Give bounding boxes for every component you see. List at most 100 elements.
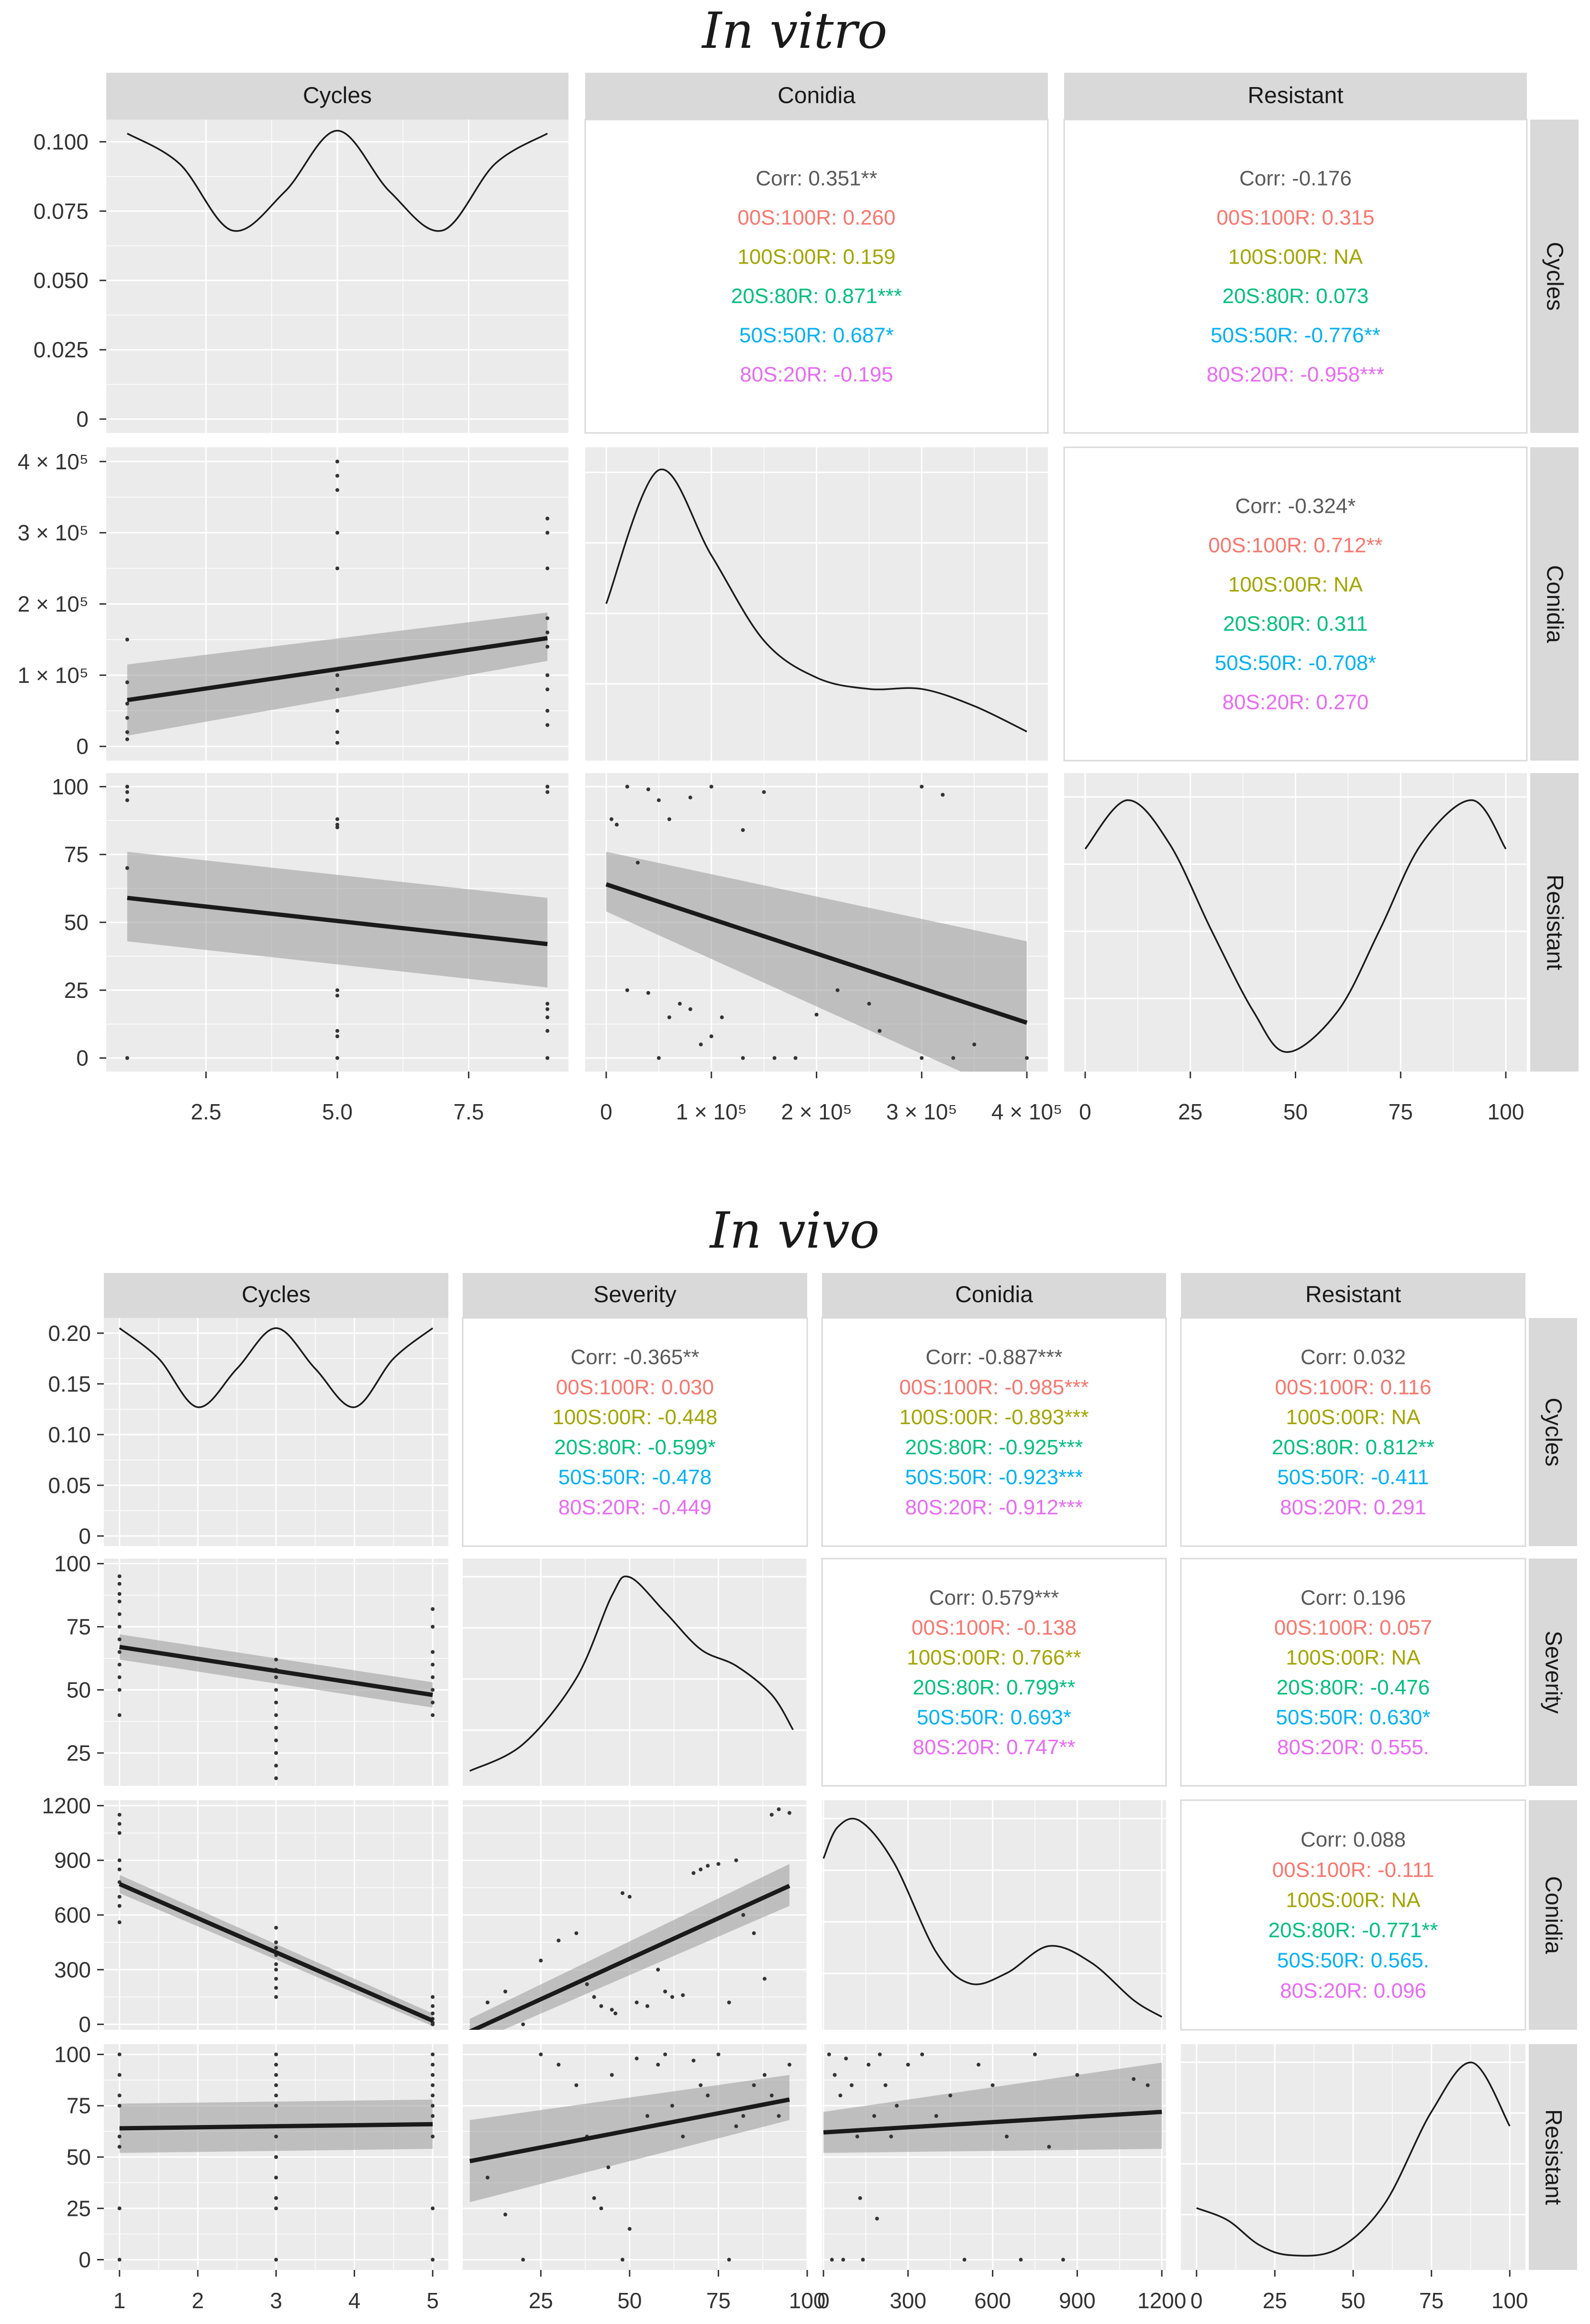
data-point <box>117 1858 122 1862</box>
data-point <box>545 566 550 571</box>
data-point <box>849 2083 854 2087</box>
panel-bg <box>463 1559 807 1786</box>
x-tick-label: 0 <box>1079 1099 1091 1124</box>
data-point <box>878 2052 882 2057</box>
data-point <box>125 701 129 706</box>
data-point <box>117 1903 122 1908</box>
y-tick-label: 25 <box>67 2196 91 2221</box>
data-point <box>274 2196 278 2200</box>
data-point <box>117 1920 122 1925</box>
strip-col-bg <box>1181 1273 1525 1318</box>
corr-overall: Corr: 0.032 <box>1301 1346 1406 1369</box>
data-point <box>485 2000 489 2004</box>
data-point <box>610 2008 614 2012</box>
x-tick-label: 600 <box>974 2288 1011 2313</box>
y-tick-label: 0 <box>76 1046 89 1071</box>
data-point <box>117 1675 122 1680</box>
y-tick-label: 25 <box>64 978 89 1003</box>
corr-group-100S-00R: 100S:00R: NA <box>1286 1888 1421 1912</box>
y-tick-label: 0 <box>78 2247 91 2272</box>
panel-group <box>1181 2044 1525 2270</box>
data-point <box>117 1637 122 1641</box>
data-point <box>1033 2052 1037 2057</box>
data-point <box>431 2258 435 2262</box>
data-point <box>663 1990 667 1993</box>
data-point <box>335 488 339 492</box>
x-tick-label: 3 <box>270 2288 282 2313</box>
data-point <box>117 1650 122 1654</box>
data-point <box>752 2083 756 2087</box>
data-point <box>787 1811 791 1815</box>
data-point <box>274 2155 278 2159</box>
x-tick-label: 2 <box>192 2288 204 2313</box>
data-point <box>709 1034 713 1039</box>
corr-group-00S-100R: 00S:100R: 0.712** <box>1208 534 1383 557</box>
data-point <box>117 1625 122 1629</box>
data-point <box>769 2093 774 2098</box>
data-point <box>431 2022 435 2026</box>
y-tick-label: 75 <box>67 1615 91 1639</box>
strip-row-label: Resistant <box>1541 2109 1566 2205</box>
panel-group <box>463 2044 807 2270</box>
strip-row-label: Severity <box>1541 1631 1566 1714</box>
corr-group-00S-100R: 00S:100R: 0.057 <box>1274 1616 1432 1639</box>
corr-group-100S-00R: 100S:00R: NA <box>1286 1405 1421 1429</box>
data-point <box>335 741 339 745</box>
x-tick-label: 3 × 10⁵ <box>886 1099 957 1124</box>
data-point <box>335 566 339 571</box>
data-point <box>606 2165 611 2169</box>
y-tick-label: 0 <box>76 407 89 432</box>
data-point <box>117 1813 122 1817</box>
x-tick-label: 100 <box>789 2288 826 2313</box>
corr-group-50S-50R: 50S:50R: 0.693* <box>917 1705 1071 1729</box>
data-point <box>274 2103 278 2108</box>
data-point <box>117 1822 122 1826</box>
data-point <box>545 673 550 677</box>
data-point <box>274 1946 278 1950</box>
data-point <box>585 1982 589 1986</box>
data-point <box>545 687 550 692</box>
data-point <box>741 1913 745 1917</box>
data-point <box>716 1862 721 1866</box>
corr-group-20S-80R: 20S:80R: 0.311 <box>1223 612 1368 636</box>
data-point <box>431 2135 435 2139</box>
data-point <box>335 994 339 998</box>
data-point <box>521 2258 525 2262</box>
corr-group-00S-100R: 00S:100R: 0.315 <box>1216 206 1374 230</box>
corr-panel <box>1063 119 1528 434</box>
data-point <box>274 2206 278 2211</box>
data-point <box>545 1007 550 1011</box>
data-point <box>656 2062 660 2067</box>
data-point <box>1061 2258 1065 2262</box>
data-point <box>545 616 550 620</box>
data-point <box>545 1002 550 1006</box>
data-point <box>920 785 924 789</box>
x-tick-label: 2.5 <box>191 1099 222 1124</box>
data-point <box>599 2206 603 2211</box>
data-point <box>741 1056 745 1060</box>
corr-group-80S-20R: 80S:20R: -0.195 <box>740 363 893 387</box>
y-tick-label: 50 <box>64 910 89 935</box>
data-point <box>431 2083 435 2087</box>
data-point <box>920 1056 924 1060</box>
data-point <box>431 2011 435 2015</box>
data-point <box>274 1986 278 1990</box>
data-point <box>634 2000 639 2004</box>
data-point <box>117 1574 122 1578</box>
data-point <box>117 2258 122 2262</box>
data-point <box>592 2196 596 2200</box>
data-point <box>727 2258 731 2262</box>
corr-overall: Corr: -0.176 <box>1239 167 1352 190</box>
data-point <box>835 988 840 992</box>
data-point <box>117 2073 122 2077</box>
data-point <box>699 2083 703 2087</box>
corr-group-80S-20R: 80S:20R: 0.096 <box>1280 1979 1426 2003</box>
data-point <box>634 2057 639 2061</box>
data-point <box>699 1867 703 1871</box>
corr-group-100S-00R: 100S:00R: NA <box>1228 573 1363 597</box>
data-point <box>117 1713 122 1717</box>
data-point <box>274 1700 278 1704</box>
data-point <box>830 2258 834 2262</box>
corr-panel <box>1063 446 1528 762</box>
corr-group-100S-00R: 100S:00R: NA <box>1286 1646 1421 1669</box>
